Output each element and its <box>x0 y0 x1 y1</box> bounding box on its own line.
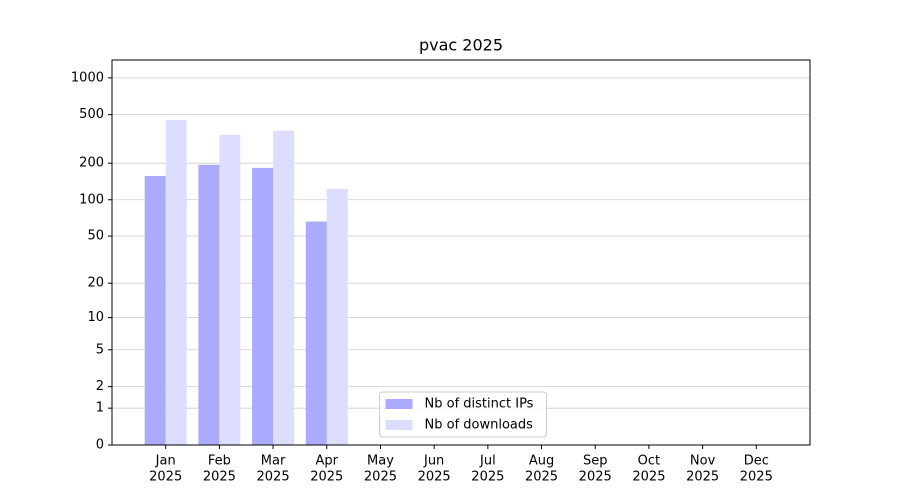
y-tick-label: 20 <box>87 276 104 291</box>
x-tick-label: Jan <box>155 454 176 469</box>
y-tick-label: 100 <box>79 192 104 207</box>
x-tick-label: Aug <box>529 454 554 469</box>
x-tick-label: 2025 <box>364 470 397 485</box>
bar <box>273 130 295 445</box>
legend-box <box>379 391 547 438</box>
bar <box>305 221 327 445</box>
legend-swatch <box>385 399 413 409</box>
x-tick-label: 2025 <box>579 470 612 485</box>
x-tick-label: Oct <box>638 454 660 469</box>
y-tick-label: 500 <box>79 107 104 122</box>
x-tick-label: May <box>367 454 394 469</box>
x-tick-label: Apr <box>316 454 339 469</box>
x-tick-label: Nov <box>690 454 716 469</box>
y-tick-label: 200 <box>79 156 104 171</box>
x-tick-label: 2025 <box>686 470 719 485</box>
bar <box>326 188 348 445</box>
x-tick-label: 2025 <box>471 470 504 485</box>
y-tick-label: 10 <box>87 310 104 325</box>
bar <box>198 164 220 445</box>
y-tick-label: 5 <box>96 342 104 357</box>
x-tick-label: 2025 <box>257 470 290 485</box>
bar <box>219 134 241 445</box>
y-tick-label: 0 <box>96 438 104 453</box>
bar <box>165 119 187 445</box>
bar <box>144 175 166 445</box>
x-tick-label: 2025 <box>310 470 343 485</box>
y-tick-label: 2 <box>96 379 104 394</box>
x-tick-label: Jul <box>479 454 496 469</box>
x-tick-label: Feb <box>208 454 231 469</box>
x-tick-label: Sep <box>583 454 608 469</box>
x-tick-label: 2025 <box>418 470 451 485</box>
y-tick-label: 1 <box>96 401 104 416</box>
x-tick-label: 2025 <box>632 470 665 485</box>
x-tick-label: Dec <box>744 454 769 469</box>
x-tick-label: 2025 <box>149 470 182 485</box>
bar <box>252 167 274 445</box>
chart-title: pvac 2025 <box>419 36 503 55</box>
plot-frame <box>111 59 811 446</box>
x-tick-label: 2025 <box>525 470 558 485</box>
x-tick-label: Mar <box>261 454 286 469</box>
y-tick-label: 1000 <box>71 70 104 85</box>
legend-label: Nb of distinct IPs <box>425 397 534 412</box>
legend-label: Nb of downloads <box>425 418 534 433</box>
y-tick-label: 50 <box>87 229 104 244</box>
x-tick-label: Jun <box>423 454 444 469</box>
x-tick-label: 2025 <box>203 470 236 485</box>
legend-swatch <box>385 420 413 430</box>
x-tick-label: 2025 <box>740 470 773 485</box>
